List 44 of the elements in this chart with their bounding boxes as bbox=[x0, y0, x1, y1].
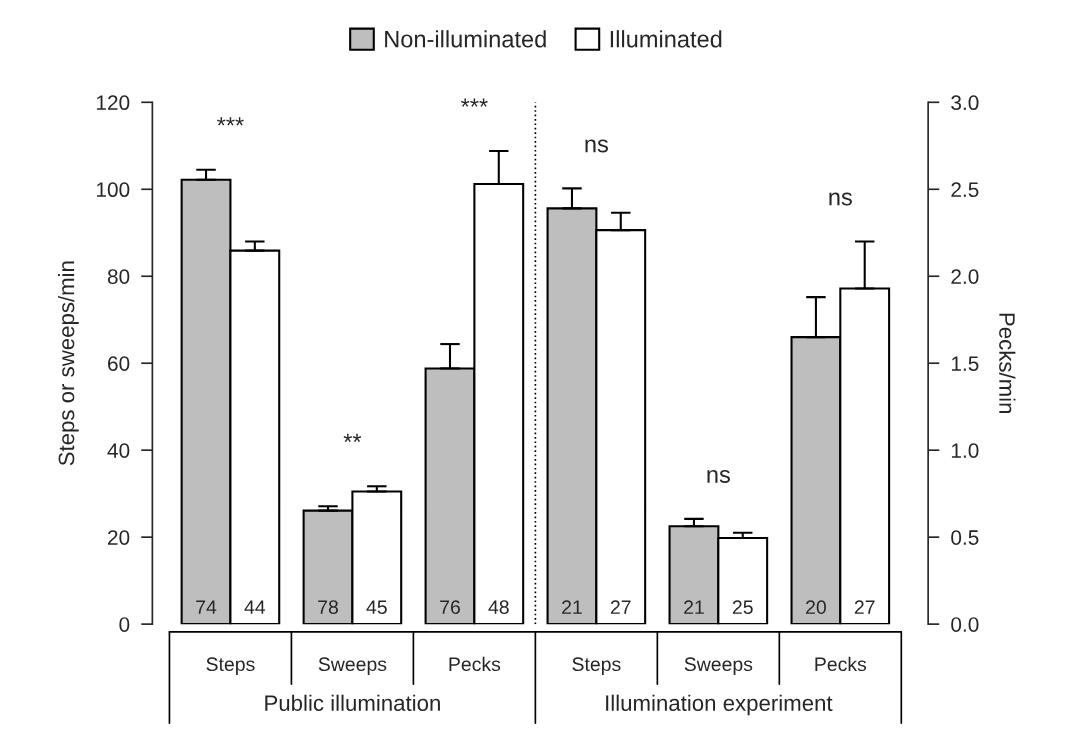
legend-label: Illuminated bbox=[610, 30, 722, 48]
annotation: 78 bbox=[318, 600, 338, 615]
y2-tick-label: 0.0 bbox=[951, 617, 979, 632]
y-tick-label: 0 bbox=[119, 617, 130, 632]
annotation: 20 bbox=[806, 600, 826, 615]
y2-tick-label: 1.0 bbox=[951, 443, 979, 458]
annotation: 21 bbox=[562, 600, 582, 614]
y-axis-title: Steps or sweeps/min bbox=[58, 261, 79, 466]
y-tick-label: 100 bbox=[96, 182, 130, 198]
annotation: 44 bbox=[244, 600, 266, 614]
annotation: 48 bbox=[488, 600, 509, 615]
y2-axis-title: Pecks/min bbox=[999, 313, 1016, 414]
x-tick-label: Pecks bbox=[815, 656, 867, 672]
annotation: 27 bbox=[854, 600, 875, 614]
y-tick-label: 80 bbox=[107, 269, 130, 284]
x-tick-label: Sweeps bbox=[318, 657, 387, 675]
y2-tick-label: 2.5 bbox=[951, 182, 979, 198]
annotation: 45 bbox=[366, 600, 387, 615]
y-tick-label: 40 bbox=[107, 443, 130, 458]
y2-tick-label: 1.5 bbox=[951, 356, 979, 371]
y2-tick-label: 2.0 bbox=[951, 269, 979, 284]
text: Illumination experiment bbox=[606, 694, 833, 716]
y2-tick-label: 3.0 bbox=[951, 95, 979, 111]
annotation: 27 bbox=[610, 600, 631, 614]
annotation: ns bbox=[829, 192, 852, 206]
y-tick-label: 20 bbox=[108, 530, 130, 545]
y-tick-label: 120 bbox=[96, 95, 130, 111]
annotation: 76 bbox=[440, 600, 460, 615]
annotation: 25 bbox=[732, 600, 753, 615]
y-tick-label: 60 bbox=[108, 356, 130, 371]
x-tick-label: Steps bbox=[206, 657, 255, 675]
annotation: 74 bbox=[196, 600, 217, 614]
annotation: *** bbox=[460, 98, 488, 107]
annotation: ns bbox=[585, 139, 608, 153]
annotation: ns bbox=[707, 469, 730, 483]
legend-label: Non-illuminated bbox=[385, 30, 546, 48]
annotation: 21 bbox=[684, 600, 704, 614]
text: Public illumination bbox=[265, 694, 440, 711]
x-tick-label: Steps bbox=[572, 657, 621, 675]
annotation: *** bbox=[217, 117, 244, 126]
x-tick-label: Sweeps bbox=[684, 657, 753, 675]
x-tick-label: Pecks bbox=[449, 656, 501, 672]
annotation: ** bbox=[343, 433, 362, 443]
y2-tick-label: 0.5 bbox=[951, 530, 979, 545]
